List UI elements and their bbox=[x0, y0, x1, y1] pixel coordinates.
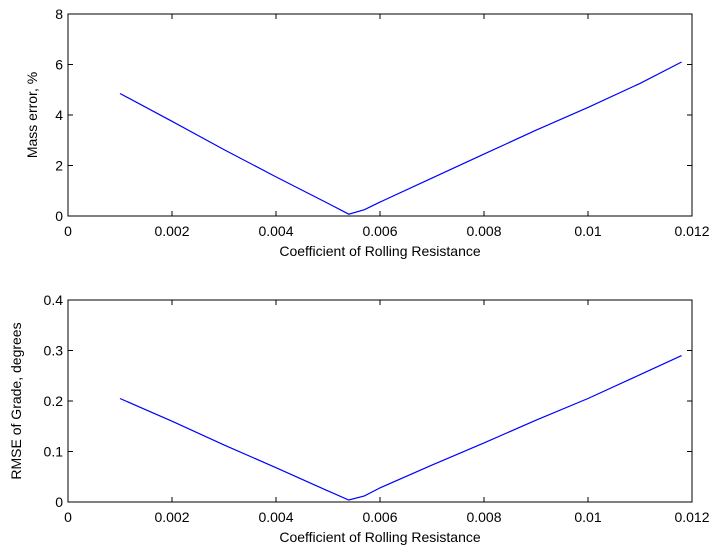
x-tick-label: 0.006 bbox=[362, 509, 397, 525]
y-tick-label: 8 bbox=[55, 6, 63, 22]
x-tick-label: 0.012 bbox=[674, 509, 709, 525]
y-tick-label: 0 bbox=[55, 208, 63, 224]
x-tick-label: 0.01 bbox=[574, 509, 601, 525]
y-tick-label: 0.4 bbox=[44, 292, 64, 308]
x-tick-label: 0.004 bbox=[258, 223, 293, 239]
y-tick-label: 0.3 bbox=[44, 343, 64, 359]
y-tick-label: 2 bbox=[55, 158, 63, 174]
x-axis-label: Coefficient of Rolling Resistance bbox=[279, 529, 481, 545]
x-tick-label: 0.002 bbox=[154, 509, 189, 525]
y-tick-label: 0.1 bbox=[44, 444, 64, 460]
series-line bbox=[119, 355, 682, 501]
x-tick-label: 0.002 bbox=[154, 223, 189, 239]
x-tick-label: 0.008 bbox=[466, 223, 501, 239]
y-axis-label: Mass error, % bbox=[24, 72, 40, 158]
x-tick-label: 0 bbox=[64, 509, 72, 525]
plot-rmse-grade: 0 0.002 0.004 0.006 0.008 0.01 0.012 0 0.1 0.2 0.3… bbox=[8, 292, 710, 545]
plot-mass-error: 0 0.002 0.004 0.006 0.008 0.01 0.012 0 2 4 6 8 Coeff… bbox=[24, 6, 710, 259]
x-axis-label: Coefficient of Rolling Resistance bbox=[279, 243, 481, 259]
y-tick-label: 0.2 bbox=[44, 393, 64, 409]
x-tick-label: 0.006 bbox=[362, 223, 397, 239]
x-tick-label: 0.01 bbox=[574, 223, 601, 239]
y-tick-label: 4 bbox=[55, 107, 63, 123]
y-axis-label: RMSE of Grade, degrees bbox=[8, 322, 24, 479]
x-tick-label: 0.004 bbox=[258, 509, 293, 525]
y-tick-label: 6 bbox=[55, 57, 63, 73]
axes-box bbox=[67, 299, 693, 503]
x-tick-label: 0 bbox=[64, 223, 72, 239]
x-tick-label: 0.012 bbox=[674, 223, 709, 239]
axes-box bbox=[67, 13, 693, 217]
series-line bbox=[119, 61, 682, 215]
x-tick-label: 0.008 bbox=[466, 509, 501, 525]
y-tick-label: 0 bbox=[55, 494, 63, 510]
